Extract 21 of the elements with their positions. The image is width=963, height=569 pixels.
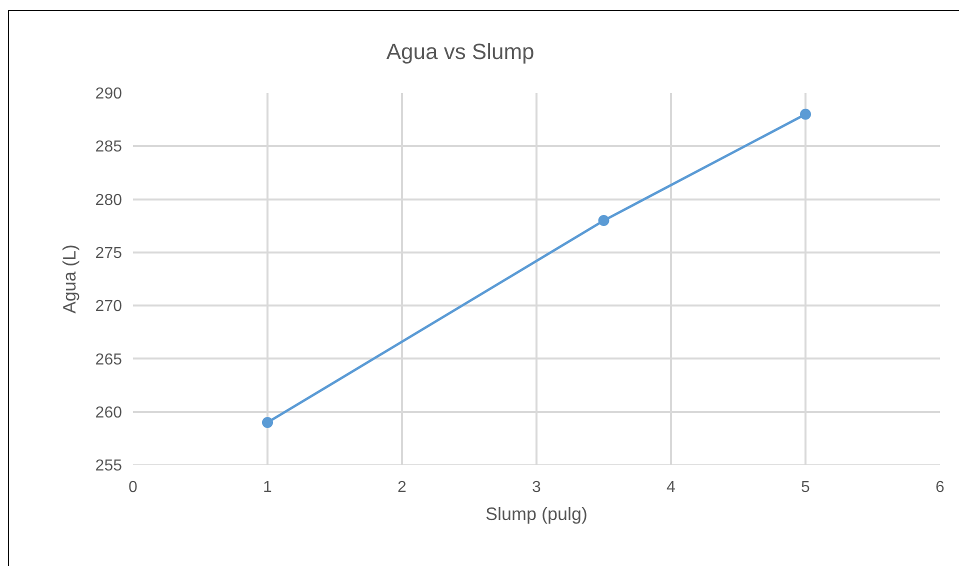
x-tick-label: 5 xyxy=(801,479,810,496)
x-tick-label: 4 xyxy=(666,479,676,496)
x-axis-title: Slump (pulg) xyxy=(485,504,588,524)
y-tick-label: 290 xyxy=(95,86,122,103)
point xyxy=(262,416,273,428)
point xyxy=(598,215,610,226)
x-tick-label: 6 xyxy=(936,479,945,496)
x-tick-label: 3 xyxy=(532,479,542,496)
x-tick-label: 0 xyxy=(128,479,138,496)
y-tick-label: 285 xyxy=(95,138,122,156)
x-tick-label: 1 xyxy=(263,479,272,496)
point xyxy=(800,108,811,120)
x-tick-label: 2 xyxy=(398,479,407,496)
y-tick-label: 275 xyxy=(95,245,122,262)
y-tick-label: 280 xyxy=(95,192,122,209)
y-tick-label: 270 xyxy=(95,298,122,316)
y-tick-label: 265 xyxy=(95,351,122,368)
y-axis-title: Agua (L) xyxy=(59,244,80,314)
y-tick-label: 260 xyxy=(95,404,122,422)
chart-title: Agua vs Slump xyxy=(386,38,534,64)
y-tick-label: 255 xyxy=(95,458,122,475)
